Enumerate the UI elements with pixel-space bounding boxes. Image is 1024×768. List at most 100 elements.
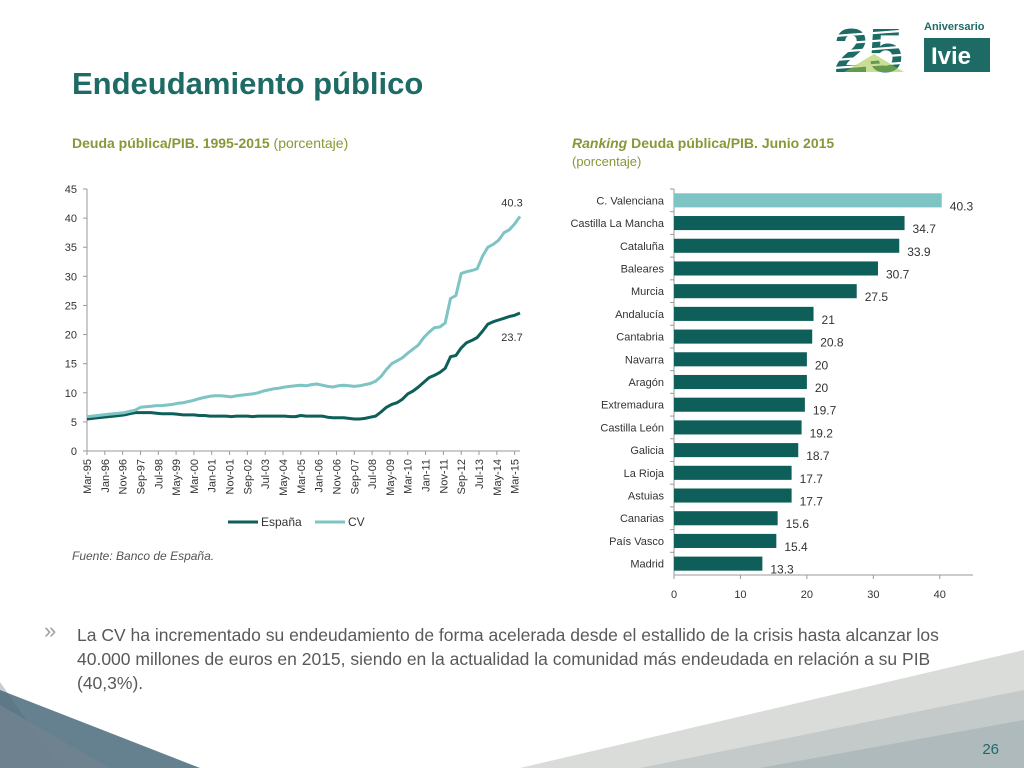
data-label: 20 xyxy=(815,358,829,372)
x-tick-label: Nov-06 xyxy=(331,459,343,494)
data-label: 19.7 xyxy=(813,404,837,418)
data-label: 34.7 xyxy=(913,222,937,236)
left-subtitle-bold: Deuda pública/PIB. 1995-2015 xyxy=(72,135,270,151)
category-label: Canarias xyxy=(620,513,665,525)
bar xyxy=(674,329,813,344)
x-tick-label: Jul-03 xyxy=(260,459,272,489)
x-tick-label: Mar-10 xyxy=(403,459,415,494)
x-tick-label: Jan-06 xyxy=(314,459,326,493)
logo-box xyxy=(924,38,990,72)
category-label: La Rioja xyxy=(624,468,665,480)
x-tick-label: Jul-08 xyxy=(367,459,379,489)
data-label: 30.7 xyxy=(886,267,910,281)
left-subtitle-unit: (porcentaje) xyxy=(273,135,349,151)
y-tick-label: 15 xyxy=(65,359,77,371)
bar xyxy=(674,193,942,208)
category-label: País Vasco xyxy=(609,536,664,548)
category-label: Castilla La Mancha xyxy=(570,218,664,230)
x-tick-label: Jul-13 xyxy=(474,459,486,489)
x-tick-label: Mar-00 xyxy=(189,459,201,494)
x-tick-label: Sep-07 xyxy=(349,459,361,494)
x-tick-label: May-14 xyxy=(492,459,504,496)
category-label: C. Valenciana xyxy=(596,195,665,207)
x-tick-label: 0 xyxy=(671,589,677,601)
y-tick-label: 5 xyxy=(71,417,77,429)
bar xyxy=(674,488,792,503)
data-label: 33.9 xyxy=(907,245,931,259)
x-tick-label: May-04 xyxy=(278,459,290,496)
page-number: 26 xyxy=(982,741,999,758)
data-label: 17.7 xyxy=(800,472,824,486)
data-label: 19.2 xyxy=(810,426,834,440)
category-label: Madrid xyxy=(630,559,664,571)
x-tick-label: May-99 xyxy=(171,459,183,496)
data-label: 13.3 xyxy=(770,563,794,577)
right-subtitle-unit: (porcentaje) xyxy=(572,154,642,169)
logo-label-box: Ivie xyxy=(931,43,971,70)
x-tick-label: May-09 xyxy=(385,459,397,496)
x-tick-label: 30 xyxy=(867,589,879,601)
bar xyxy=(674,261,878,276)
y-tick-label: 0 xyxy=(71,446,77,458)
category-label: Castilla León xyxy=(600,422,664,434)
category-label: Astuias xyxy=(628,491,665,503)
bar xyxy=(674,352,807,367)
right-subtitle-bold: Deuda pública/PIB. Junio 2015 xyxy=(631,135,835,151)
x-tick-label: 10 xyxy=(734,589,746,601)
data-label: 17.7 xyxy=(800,495,824,509)
data-label: 40.3 xyxy=(950,199,974,213)
series-line-cv xyxy=(86,215,522,419)
right-chart-subtitle: Ranking Deuda pública/PIB. Junio 2015 xyxy=(572,135,834,151)
x-tick-label: Jan-01 xyxy=(207,459,219,493)
x-tick-label: 20 xyxy=(801,589,813,601)
bar xyxy=(674,284,857,299)
ivie-25-aniversario-logo: 25 Aniversario Ivie xyxy=(834,17,990,76)
x-tick-label: Nov-01 xyxy=(225,459,237,494)
bar xyxy=(674,443,799,458)
category-label: Cantabria xyxy=(616,332,665,344)
x-tick-label: 40 xyxy=(934,589,946,601)
bullet-text: La CV ha incrementado su endeudamiento d… xyxy=(77,625,939,693)
y-tick-label: 35 xyxy=(65,242,77,254)
x-tick-label: Nov-96 xyxy=(118,459,130,494)
x-tick-label: Mar-95 xyxy=(82,459,94,494)
legend-label: CV xyxy=(348,515,365,529)
x-tick-label: Sep-02 xyxy=(242,459,254,494)
bar xyxy=(674,216,905,231)
deco-band-slate-left xyxy=(0,705,110,768)
x-tick-label: Sep-97 xyxy=(135,459,147,494)
category-label: Galicia xyxy=(630,445,665,457)
bar xyxy=(674,511,778,526)
category-label: Andalucía xyxy=(615,309,665,321)
legend-label: España xyxy=(261,515,302,529)
right-subtitle-italic: Ranking xyxy=(572,135,628,151)
bar xyxy=(674,397,805,412)
x-tick-label: Mar-05 xyxy=(296,459,308,494)
y-tick-label: 40 xyxy=(65,213,77,225)
page-title: Endeudamiento público xyxy=(72,66,424,101)
bar xyxy=(674,465,792,480)
bar xyxy=(674,306,814,321)
y-tick-label: 20 xyxy=(65,330,77,342)
category-label: Aragón xyxy=(629,377,664,389)
category-label: Murcia xyxy=(631,286,665,298)
y-tick-label: 30 xyxy=(65,271,77,283)
y-tick-label: 45 xyxy=(65,184,77,196)
x-tick-label: Nov-11 xyxy=(438,459,450,494)
data-label: 27.5 xyxy=(865,290,889,304)
category-label: Baleares xyxy=(621,263,665,275)
category-label: Cataluña xyxy=(620,241,665,253)
logo-label-top: Aniversario xyxy=(924,21,985,33)
y-tick-label: 10 xyxy=(65,388,77,400)
bar xyxy=(674,238,900,253)
data-label: 18.7 xyxy=(806,449,830,463)
category-label: Extremadura xyxy=(601,400,665,412)
category-label: Navarra xyxy=(625,354,665,366)
x-tick-label: Jan-96 xyxy=(100,459,112,493)
x-tick-label: Jul-98 xyxy=(153,459,165,489)
bar xyxy=(674,556,763,571)
y-tick-label: 25 xyxy=(65,300,77,312)
bar xyxy=(674,420,802,435)
